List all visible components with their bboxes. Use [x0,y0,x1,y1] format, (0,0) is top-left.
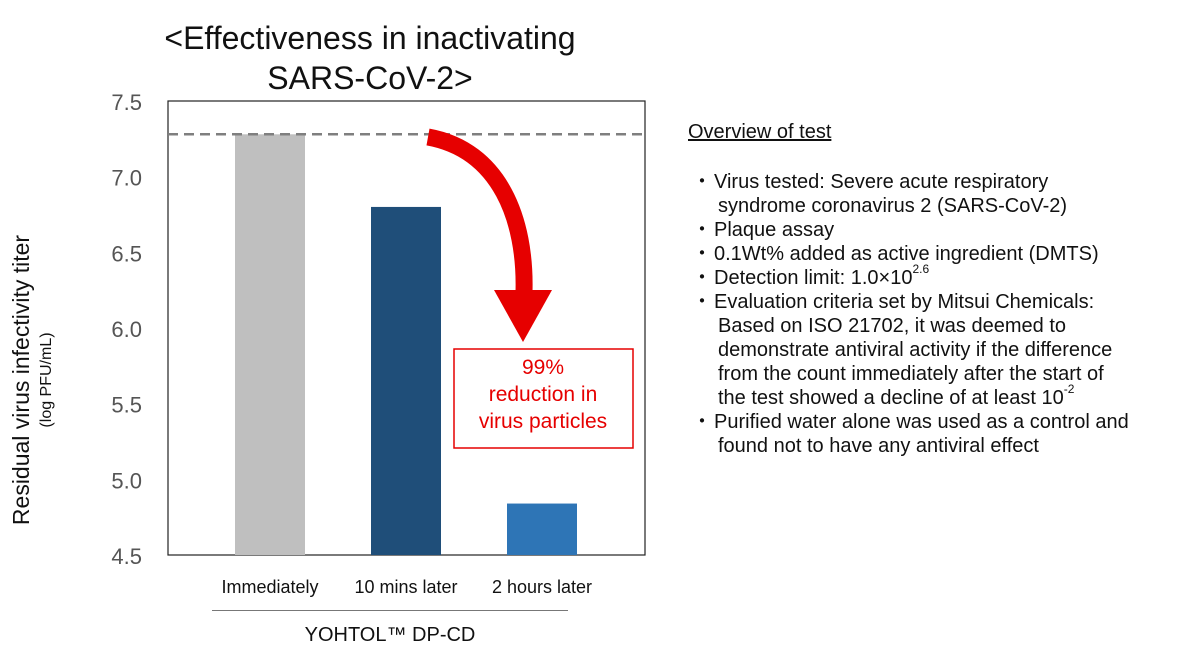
superscript-exponent: -2 [1063,382,1075,397]
y-axis-label: Residual virus infectivity titer [8,235,34,525]
bullet-marker: ・ [692,243,712,265]
overview-item-text: from the count immediately after the sta… [718,363,1104,385]
y-tick-label: 5.5 [111,393,142,418]
y-tick-label: 6.5 [111,241,142,266]
bullet-marker: ・ [692,219,712,241]
reduction-callout-text: reduction in [489,383,598,406]
overview-item: ・ Purified water alone was used as a cont… [688,410,1188,458]
test-overview: Overview of test ・ Virus tested: Severe a… [688,120,1188,458]
overview-item-text: Based on ISO 21702, it was deemed to [718,315,1066,337]
overview-item-text: demonstrate antiviral activity if the di… [718,339,1113,361]
overview-item-text: Purified water alone was used as a contr… [714,411,1129,433]
reduction-callout-box [453,348,634,449]
bullet-marker: ・ [692,411,712,433]
bar [507,503,577,555]
bullet-marker: ・ [692,267,712,289]
chart-title-line-2: SARS-CoV-2> [267,60,473,96]
bar [235,134,305,555]
overview-item: ・ Virus tested: Severe acute respiratory s… [688,170,1188,218]
x-tick-label: 10 mins later [354,577,457,597]
reduction-arrow-shaft [426,128,533,293]
chart-title-line-1: <Effectiveness in inactivating [164,20,576,56]
overview-item-text: Evaluation criteria set by Mitsui Chemic… [714,291,1095,313]
superscript-exponent: 2.6 [912,262,930,277]
bar-chart: 7.5 7.0 6.5 6.0 5.5 5.0 4.5 Immediately 10 mins … [8,90,646,597]
y-tick-label: 6.0 [111,317,142,342]
overview-item: ・ Plaque assay [688,218,1188,242]
reduction-callout-text: 99% [522,356,564,379]
bar [371,206,441,555]
y-tick-label: 7.5 [111,90,142,115]
group-divider [212,610,568,611]
overview-item-text: Plaque assay [714,219,835,241]
x-tick-label: Immediately [221,577,318,597]
overview-item-text: Detection limit: 1.0×102.6 [714,262,930,289]
y-axis-unit: (log PFU/mL) [38,332,55,427]
overview-item-text: the test showed a decline of at least 10… [718,382,1075,409]
overview-list: ・ Virus tested: Severe acute respiratory s… [688,170,1188,458]
overview-item-text: 0.1Wt% added as active ingredient (DMTS) [714,243,1099,265]
overview-item: ・ 0.1Wt% added as active ingredient (DMTS… [688,242,1188,266]
reduction-arrow-head [494,290,552,342]
bullet-marker: ・ [692,291,712,313]
overview-item-text: Virus tested: Severe acute respiratory [714,171,1049,193]
y-tick-label: 4.5 [111,544,142,569]
group-label: YOHTOL™ DP-CD [304,624,476,646]
overview-heading: Overview of test [688,121,832,143]
overview-item-text: found not to have any antiviral effect [718,435,1039,457]
y-tick-label: 7.0 [111,166,142,191]
bullet-marker: ・ [692,171,712,193]
overview-item-text: syndrome coronavirus 2 (SARS-CoV-2) [718,195,1068,217]
overview-item: ・ Evaluation criteria set by Mitsui Chemi… [688,290,1188,410]
reduction-callout-text: virus particles [479,410,607,433]
overview-item: ・ Detection limit: 1.0×102.6 [688,262,1188,290]
x-tick-label: 2 hours later [492,577,592,597]
y-tick-label: 5.0 [111,468,142,493]
